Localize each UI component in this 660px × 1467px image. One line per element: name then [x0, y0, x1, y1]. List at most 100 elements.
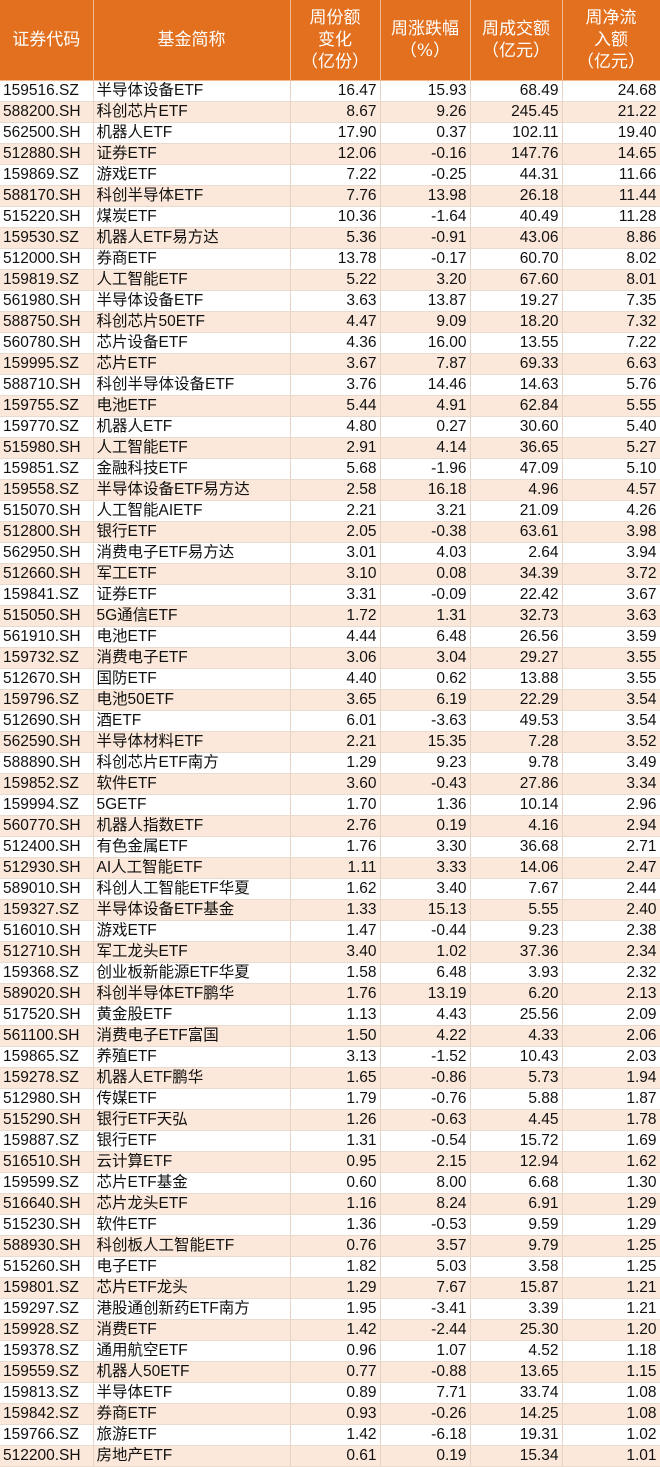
cell-name: 人工智能ETF: [93, 437, 291, 459]
cell-turnover: 6.68: [470, 1172, 563, 1194]
cell-code: 515290.SH: [0, 1109, 94, 1131]
cell-name: 人工智能AIETF: [93, 500, 291, 522]
cell-turnover: 22.29: [470, 689, 563, 711]
cell-weekly-change: 1.31: [380, 605, 471, 627]
cell-net-inflow: 1.25: [562, 1256, 660, 1278]
cell-turnover: 4.16: [470, 815, 563, 837]
cell-net-inflow: 3.49: [562, 752, 660, 774]
cell-weekly-change: 4.91: [380, 395, 471, 417]
cell-share-change: 1.29: [290, 752, 381, 774]
cell-name: 科创芯片ETF南方: [93, 752, 291, 774]
cell-name: 消费电子ETF: [93, 647, 291, 669]
table-row: 562590.SH 半导体材料ETF 2.21 15.35 7.28 3.52: [0, 731, 660, 753]
cell-net-inflow: 4.26: [562, 500, 660, 522]
cell-turnover: 9.23: [470, 920, 563, 942]
cell-share-change: 1.79: [290, 1088, 381, 1110]
cell-weekly-change: 0.37: [380, 122, 471, 144]
cell-name: 软件ETF: [93, 773, 291, 795]
cell-turnover: 6.20: [470, 983, 563, 1005]
cell-code: 512400.SH: [0, 836, 94, 858]
cell-code: 515050.SH: [0, 605, 94, 627]
cell-name: 军工龙头ETF: [93, 941, 291, 963]
cell-weekly-change: 9.23: [380, 752, 471, 774]
cell-net-inflow: 3.55: [562, 647, 660, 669]
cell-code: 159796.SZ: [0, 689, 94, 711]
cell-code: 159559.SZ: [0, 1361, 94, 1383]
cell-net-inflow: 2.03: [562, 1046, 660, 1068]
cell-turnover: 30.60: [470, 416, 563, 438]
cell-share-change: 1.42: [290, 1424, 381, 1446]
cell-share-change: 2.05: [290, 521, 381, 543]
cell-code: 515220.SH: [0, 206, 94, 228]
cell-net-inflow: 7.32: [562, 311, 660, 333]
cell-share-change: 1.11: [290, 857, 381, 879]
cell-share-change: 1.26: [290, 1109, 381, 1131]
cell-turnover: 3.58: [470, 1256, 563, 1278]
cell-share-change: 7.22: [290, 164, 381, 186]
cell-net-inflow: 2.06: [562, 1025, 660, 1047]
cell-share-change: 1.65: [290, 1067, 381, 1089]
cell-weekly-change: -0.91: [380, 227, 471, 249]
table-row: 515290.SH 银行ETF天弘 1.26 -0.63 4.45 1.78: [0, 1109, 660, 1131]
cell-code: 512660.SH: [0, 563, 94, 585]
cell-share-change: 5.68: [290, 458, 381, 480]
cell-code: 159851.SZ: [0, 458, 94, 480]
cell-turnover: 9.59: [470, 1214, 563, 1236]
table-row: 159755.SZ 电池ETF 5.44 4.91 62.84 5.55: [0, 395, 660, 417]
cell-turnover: 37.36: [470, 941, 563, 963]
table-row: 159801.SZ 芯片ETF龙头 1.29 7.67 15.87 1.21: [0, 1277, 660, 1299]
cell-share-change: 3.01: [290, 542, 381, 564]
cell-net-inflow: 2.40: [562, 899, 660, 921]
table-row: 159928.SZ 消费ETF 1.42 -2.44 25.30 1.20: [0, 1319, 660, 1341]
cell-name: 机器人ETF鹏华: [93, 1067, 291, 1089]
cell-name: 券商ETF: [93, 1403, 291, 1425]
cell-weekly-change: -0.38: [380, 521, 471, 543]
cell-weekly-change: -1.64: [380, 206, 471, 228]
cell-name: 芯片ETF基金: [93, 1172, 291, 1194]
cell-code: 589020.SH: [0, 983, 94, 1005]
table-row: 159842.SZ 券商ETF 0.93 -0.26 14.25 1.08: [0, 1403, 660, 1425]
cell-name: 机器人指数ETF: [93, 815, 291, 837]
cell-turnover: 33.74: [470, 1382, 563, 1404]
cell-share-change: 3.31: [290, 584, 381, 606]
cell-net-inflow: 3.72: [562, 563, 660, 585]
cell-net-inflow: 3.59: [562, 626, 660, 648]
cell-turnover: 36.65: [470, 437, 563, 459]
cell-weekly-change: 0.62: [380, 668, 471, 690]
cell-code: 561980.SH: [0, 290, 94, 312]
cell-weekly-change: 1.36: [380, 794, 471, 816]
cell-name: 科创芯片ETF: [93, 101, 291, 123]
cell-net-inflow: 5.55: [562, 395, 660, 417]
cell-weekly-change: 0.19: [380, 1445, 471, 1467]
cell-code: 562590.SH: [0, 731, 94, 753]
table-row: 515980.SH 人工智能ETF 2.91 4.14 36.65 5.27: [0, 437, 660, 459]
cell-weekly-change: -0.43: [380, 773, 471, 795]
cell-code: 159819.SZ: [0, 269, 94, 291]
cell-share-change: 1.16: [290, 1193, 381, 1215]
cell-name: 电池50ETF: [93, 689, 291, 711]
cell-weekly-change: 4.43: [380, 1004, 471, 1026]
cell-name: 芯片ETF: [93, 353, 291, 375]
table-row: 159278.SZ 机器人ETF鹏华 1.65 -0.86 5.73 1.94: [0, 1067, 660, 1089]
cell-weekly-change: -0.17: [380, 248, 471, 270]
cell-weekly-change: -0.54: [380, 1130, 471, 1152]
cell-net-inflow: 19.40: [562, 122, 660, 144]
cell-turnover: 49.53: [470, 710, 563, 732]
cell-code: 159770.SZ: [0, 416, 94, 438]
cell-code: 159766.SZ: [0, 1424, 94, 1446]
cell-weekly-change: -0.09: [380, 584, 471, 606]
table-row: 159852.SZ 软件ETF 3.60 -0.43 27.86 3.34: [0, 773, 660, 795]
cell-net-inflow: 2.44: [562, 878, 660, 900]
table-row: 512800.SH 银行ETF 2.05 -0.38 63.61 3.98: [0, 521, 660, 543]
cell-turnover: 36.68: [470, 836, 563, 858]
cell-name: 机器人ETF易方达: [93, 227, 291, 249]
cell-share-change: 4.44: [290, 626, 381, 648]
cell-share-change: 3.63: [290, 290, 381, 312]
cell-turnover: 5.73: [470, 1067, 563, 1089]
header-row: 证券代码 基金简称 周份额 变化 （亿份） 周涨跌幅 （%） 周成交额 （亿元）…: [0, 0, 660, 81]
cell-net-inflow: 8.02: [562, 248, 660, 270]
cell-net-inflow: 1.62: [562, 1151, 660, 1173]
cell-name: 半导体设备ETF: [93, 290, 291, 312]
cell-share-change: 0.77: [290, 1361, 381, 1383]
table-row: 589010.SH 科创人工智能ETF华夏 1.62 3.40 7.67 2.44: [0, 878, 660, 900]
